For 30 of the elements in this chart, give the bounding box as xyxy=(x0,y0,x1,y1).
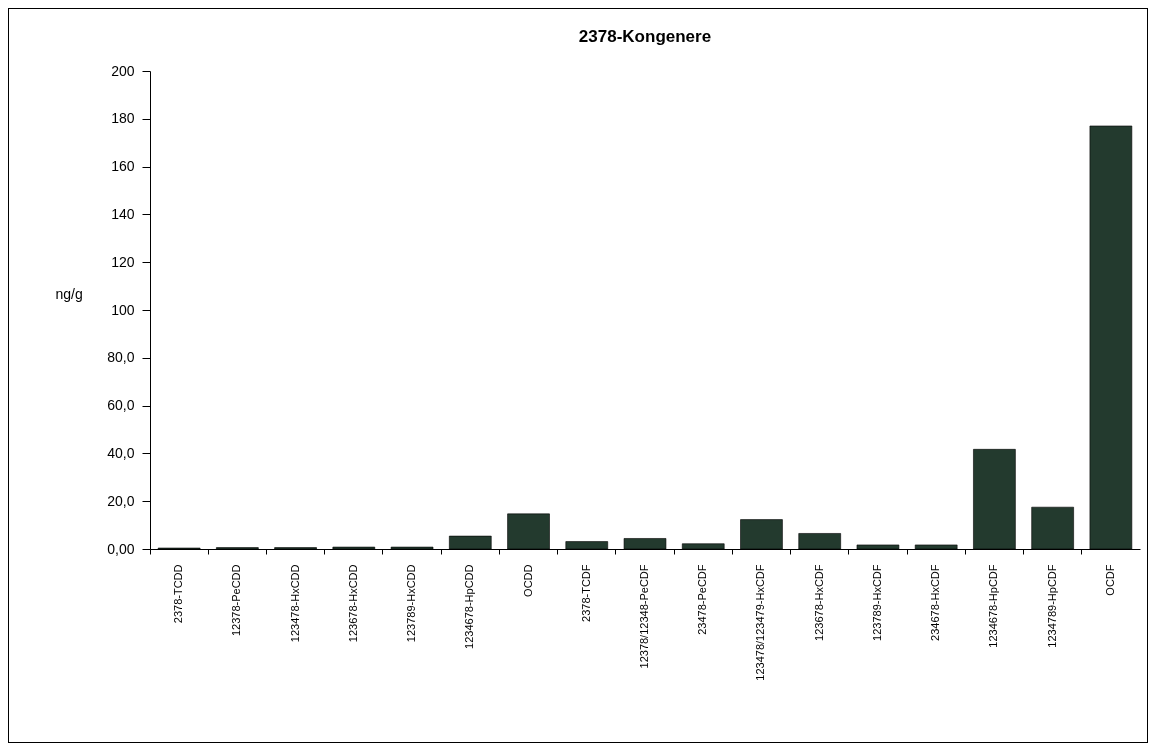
x-tick-label: 123678-HxCDD xyxy=(346,564,359,643)
y-tick-label: 0,00 xyxy=(107,540,135,557)
x-tick-label: 234678-HxCDF xyxy=(929,564,942,641)
x-tick-label: 2378-TCDD xyxy=(172,564,185,624)
x-tick-label: 1234678-HpCDD xyxy=(463,564,476,649)
x-tick-label: 2378-TCDF xyxy=(579,564,592,622)
y-tick-label: 20,0 xyxy=(107,492,135,509)
x-tick-label: 12378-PeCDD xyxy=(230,564,243,637)
x-tick-label: 123678-HxCDF xyxy=(812,564,825,641)
y-tick-label: 60,0 xyxy=(107,397,135,414)
x-tick-label: 12378/12348-PeCDF xyxy=(638,564,650,669)
chart-title: 2378-Kongenere xyxy=(578,27,712,46)
y-tick-label: 100 xyxy=(111,301,135,318)
x-tick-label: OCDD xyxy=(521,564,534,597)
y-tick-label: 180 xyxy=(111,110,135,127)
x-tick-label: 123789-HxCDF xyxy=(870,564,883,641)
x-tick-label: 1234789-HpCDF xyxy=(1045,564,1058,648)
y-axis-title: ng/g xyxy=(55,285,83,302)
x-tick-label: OCDF xyxy=(1103,564,1116,596)
y-tick-label: 40,0 xyxy=(107,444,135,461)
y-tick-label: 160 xyxy=(111,158,135,175)
y-tick-label: 80,0 xyxy=(107,349,135,366)
x-tick-label: 123478/123479-HxCDF xyxy=(754,564,767,681)
x-tick-label: 23478-PeCDF xyxy=(696,564,709,635)
x-tick-label: 1234678-HpCDF xyxy=(987,564,1000,648)
x-tick-label: 123478-HxCDD xyxy=(288,564,301,643)
y-tick-label: 140 xyxy=(111,205,135,222)
y-tick-label: 120 xyxy=(111,253,135,270)
x-tick-label: 123789-HxCDD xyxy=(405,564,418,643)
y-tick-label: 200 xyxy=(111,62,135,79)
